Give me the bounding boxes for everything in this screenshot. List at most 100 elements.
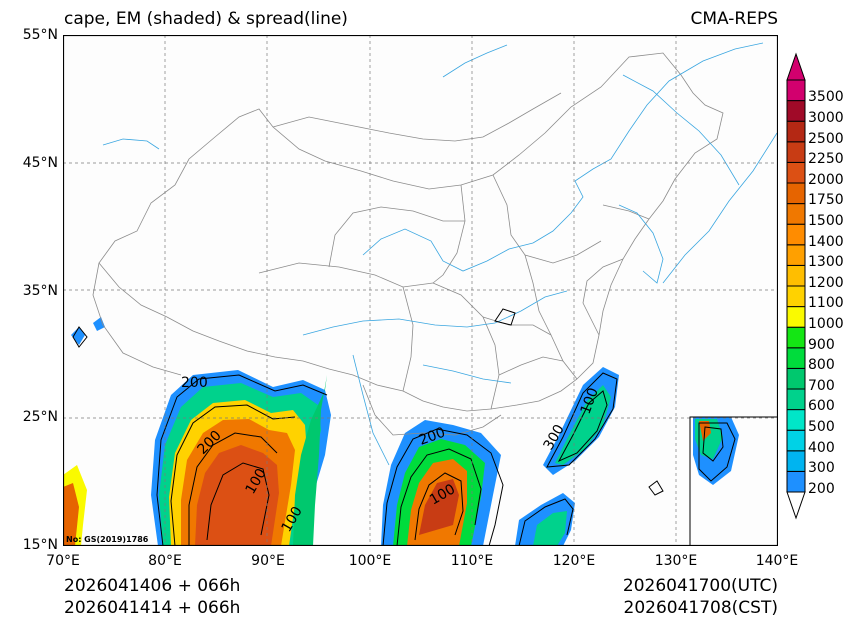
contour-line bbox=[648, 480, 664, 496]
lat-label-15: 15°N bbox=[22, 537, 58, 553]
colorbar-swatch bbox=[786, 79, 806, 102]
province-line-7 bbox=[498, 356, 564, 376]
colorbar-label: 2000 bbox=[808, 171, 844, 188]
contour-line bbox=[698, 422, 736, 482]
colorbar-swatch bbox=[786, 367, 806, 390]
colorbar-extend-bottom bbox=[786, 491, 806, 520]
province-line-6 bbox=[524, 254, 578, 380]
political-borders bbox=[92, 52, 724, 436]
colorbar-label: 800 bbox=[808, 357, 835, 374]
footer-valid-utc: 2026041700(UTC) bbox=[622, 576, 778, 596]
contour-line bbox=[206, 462, 270, 541]
colorbar-label: 400 bbox=[808, 439, 835, 456]
colorbar-swatch bbox=[786, 141, 806, 163]
cape-region-myanmar bbox=[293, 375, 327, 546]
province-line-9 bbox=[602, 204, 650, 220]
colorbar-label: 500 bbox=[808, 418, 835, 435]
lon-label-110: 110°E bbox=[450, 553, 494, 569]
colorbar-label: 600 bbox=[808, 398, 835, 415]
contour-line bbox=[382, 428, 504, 546]
colorbar-swatch bbox=[786, 326, 806, 349]
lon-label-90: 90°E bbox=[251, 553, 285, 569]
colorbar-label: 2500 bbox=[808, 130, 844, 147]
lat-label-45: 45°N bbox=[22, 155, 58, 171]
coast-japan bbox=[662, 132, 778, 284]
colorbar-swatch bbox=[786, 182, 806, 205]
colorbar-label: 3000 bbox=[808, 109, 844, 126]
southeast-asia-border bbox=[362, 384, 502, 436]
lake-baikal bbox=[442, 44, 508, 78]
province-line-2 bbox=[402, 286, 414, 392]
colorbar-swatch bbox=[786, 429, 806, 452]
colorbar-label: 1500 bbox=[808, 212, 844, 229]
colorbar-swatch bbox=[786, 100, 806, 122]
cape-shading bbox=[63, 317, 739, 546]
mongolia-border bbox=[272, 92, 562, 142]
footer-init-cst: 2026041414 + 066h bbox=[64, 598, 241, 618]
contour-line bbox=[702, 426, 724, 462]
lon-label-140: 140°E bbox=[755, 553, 799, 569]
province-line-1 bbox=[258, 262, 434, 288]
lat-label-55: 55°N bbox=[22, 27, 58, 43]
map-frame bbox=[63, 35, 778, 546]
colorbar-swatch bbox=[786, 388, 806, 411]
river-pearl bbox=[422, 364, 512, 384]
province-line-10 bbox=[582, 258, 624, 336]
lon-label-130: 130°E bbox=[654, 553, 698, 569]
spread-contours bbox=[72, 308, 736, 546]
map-approval-number: No: GS(2019)1786 bbox=[66, 535, 149, 544]
colorbar-extend-top bbox=[786, 52, 806, 81]
lon-label-100: 100°E bbox=[348, 553, 392, 569]
river-yangtze bbox=[302, 290, 568, 336]
contour-line bbox=[156, 374, 328, 546]
colorbar-label: 300 bbox=[808, 460, 835, 477]
province-line-3 bbox=[432, 282, 500, 410]
contour-line bbox=[188, 432, 278, 546]
contour-line bbox=[518, 498, 574, 546]
river-yellow bbox=[362, 228, 534, 272]
cape-region-south-china-sea-inner bbox=[533, 511, 567, 546]
footer-init-utc: 2026041406 + 066h bbox=[64, 576, 241, 596]
cape-region-tibet-spots bbox=[71, 317, 105, 345]
colorbar-swatch bbox=[786, 409, 806, 431]
lake-balkhash bbox=[102, 138, 160, 150]
colorbar-label: 2250 bbox=[808, 151, 844, 168]
rivers-coastlines bbox=[102, 42, 778, 466]
colorbar bbox=[786, 52, 806, 520]
colorbar-swatch bbox=[786, 264, 806, 287]
contour-label: 200 bbox=[181, 375, 208, 391]
colorbar-swatch bbox=[786, 285, 806, 308]
cape-region-bay-of-bengal-red bbox=[195, 445, 279, 546]
colorbar-swatch bbox=[786, 161, 806, 184]
contour-line bbox=[72, 326, 88, 348]
contour-line bbox=[494, 308, 516, 326]
cape-region-indochina-red bbox=[419, 479, 459, 535]
colorbar-label: 1000 bbox=[808, 315, 844, 332]
weather-map: 200 100 200 100 100 300 100 200 No: GS(2… bbox=[63, 35, 778, 546]
colorbar-label: 1750 bbox=[808, 192, 844, 209]
gridlines bbox=[63, 35, 778, 546]
colorbar-label: 1100 bbox=[808, 295, 844, 312]
colorbar-swatch bbox=[786, 450, 806, 472]
lon-label-70: 70°E bbox=[46, 553, 80, 569]
colorbar-label: 1300 bbox=[808, 254, 844, 271]
colorbar-swatch bbox=[786, 223, 806, 246]
coast-east bbox=[532, 42, 764, 244]
colorbar-label: 3500 bbox=[808, 89, 844, 106]
lat-label-25: 25°N bbox=[22, 409, 58, 425]
cape-region-taiwan-east-mid bbox=[555, 385, 611, 465]
colorbar-label: 700 bbox=[808, 377, 835, 394]
lon-label-120: 120°E bbox=[552, 553, 596, 569]
colorbar-swatch bbox=[786, 203, 806, 225]
lon-label-80: 80°E bbox=[148, 553, 182, 569]
contour-line bbox=[414, 472, 464, 541]
colorbar-label: 900 bbox=[808, 336, 835, 353]
cape-region-west-edge-orange bbox=[63, 483, 79, 546]
contour-line bbox=[396, 448, 482, 546]
model-name: CMA-REPS bbox=[690, 9, 778, 29]
contour-line bbox=[170, 404, 296, 546]
colorbar-swatch bbox=[786, 347, 806, 369]
chart-title: cape, EM (shaded) & spread(line) bbox=[64, 9, 348, 29]
colorbar-swatches bbox=[786, 79, 806, 493]
china-outline bbox=[98, 52, 724, 412]
